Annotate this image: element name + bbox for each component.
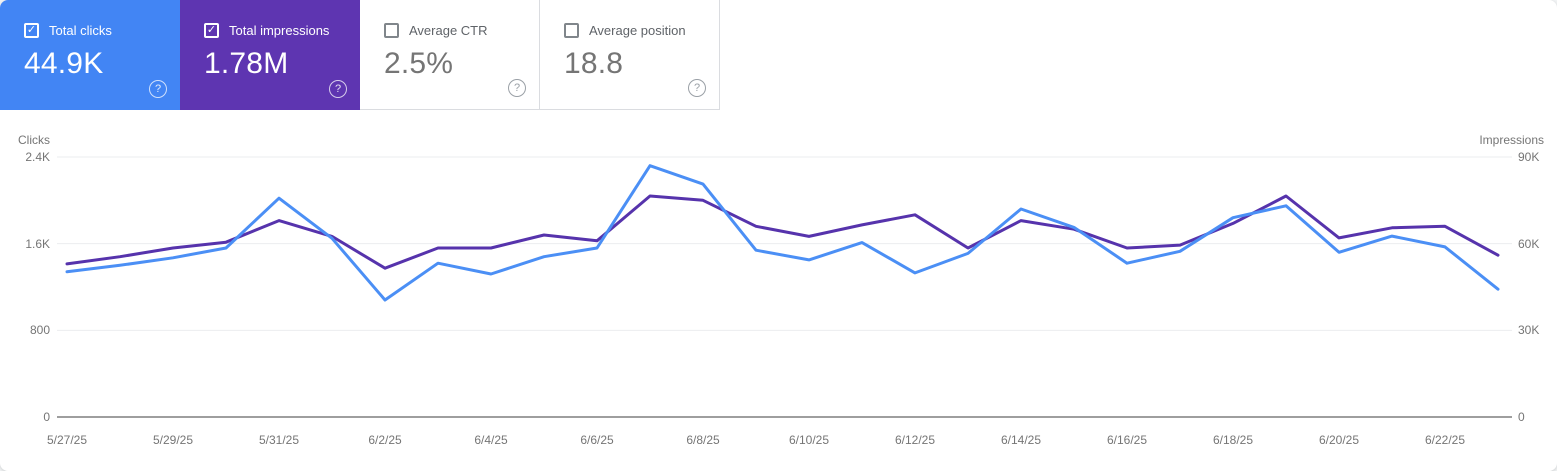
clicks-line-series bbox=[65, 164, 1500, 302]
metric-card-average-ctr[interactable]: ✓ Average CTR 2.5% ? bbox=[360, 0, 540, 110]
y-axis-tick-left: 2.4K bbox=[25, 150, 50, 164]
x-axis-label: 6/16/25 bbox=[1106, 433, 1148, 447]
card-label: Total clicks bbox=[49, 23, 112, 38]
x-axis-label: 6/8/25 bbox=[686, 433, 720, 447]
y-axis-tick-right: 60K bbox=[1518, 236, 1540, 251]
card-label: Average CTR bbox=[409, 23, 488, 38]
checkmark-icon: ✓ bbox=[206, 24, 217, 36]
left-axis-title: Clicks bbox=[18, 133, 50, 147]
checkbox-total-impressions[interactable]: ✓ bbox=[204, 23, 219, 38]
y-axis-tick-right: 90K bbox=[1518, 150, 1540, 164]
total-clicks-value: 44.9K bbox=[24, 47, 104, 80]
metric-card-average-position[interactable]: ✓ Average position 18.8 ? bbox=[540, 0, 720, 110]
y-axis-tick-left: 1.6K bbox=[25, 236, 50, 251]
x-axis-label: 6/10/25 bbox=[788, 433, 830, 447]
x-axis-label: 6/4/25 bbox=[474, 433, 508, 447]
card-head: ✓ Total impressions bbox=[180, 0, 360, 38]
x-axis-label: 6/14/25 bbox=[1000, 433, 1042, 447]
card-head: ✓ Total clicks bbox=[0, 0, 180, 38]
x-axis-label: 5/27/25 bbox=[46, 433, 88, 447]
checkbox-average-position[interactable]: ✓ bbox=[564, 23, 579, 38]
impressions-line-series bbox=[65, 194, 1500, 270]
performance-chart: Clicks Impressions 0 0 800 30K 1.6K 60K 2.4K 90… bbox=[0, 110, 1557, 471]
right-axis-title: Impressions bbox=[1479, 133, 1544, 147]
metric-card-total-clicks[interactable]: ✓ Total clicks 44.9K ? bbox=[0, 0, 180, 110]
card-label: Average position bbox=[589, 23, 686, 38]
chart-canvas bbox=[57, 156, 1512, 418]
x-axis-label: 6/18/25 bbox=[1212, 433, 1254, 447]
checkbox-total-clicks[interactable]: ✓ bbox=[24, 23, 39, 38]
x-axis-label: 6/12/25 bbox=[894, 433, 936, 447]
card-label: Total impressions bbox=[229, 23, 330, 38]
x-axis-label: 6/6/25 bbox=[580, 433, 614, 447]
x-axis-label: 6/22/25 bbox=[1424, 433, 1466, 447]
y-axis-tick-left: 800 bbox=[29, 323, 50, 338]
help-icon[interactable]: ? bbox=[149, 80, 167, 98]
help-icon[interactable]: ? bbox=[329, 80, 347, 98]
y-axis-tick-left: 0 bbox=[43, 410, 50, 424]
metric-card-total-impressions[interactable]: ✓ Total impressions 1.78M ? bbox=[180, 0, 360, 110]
card-head: ✓ Average position bbox=[540, 0, 719, 38]
x-axis-label: 6/20/25 bbox=[1318, 433, 1360, 447]
y-axis-tick-right: 0 bbox=[1518, 410, 1525, 424]
help-icon[interactable]: ? bbox=[688, 79, 706, 97]
x-axis-label: 5/29/25 bbox=[152, 433, 194, 447]
x-axis-label: 6/2/25 bbox=[368, 433, 402, 447]
card-head: ✓ Average CTR bbox=[360, 0, 539, 38]
average-position-value: 18.8 bbox=[564, 47, 624, 80]
total-impressions-value: 1.78M bbox=[204, 47, 289, 80]
average-ctr-value: 2.5% bbox=[384, 47, 454, 80]
y-axis-tick-right: 30K bbox=[1518, 323, 1540, 338]
help-icon[interactable]: ? bbox=[508, 79, 526, 97]
metric-cards-row: ✓ Total clicks 44.9K ? ✓ Total impressio… bbox=[0, 0, 720, 110]
checkmark-icon: ✓ bbox=[26, 24, 37, 36]
x-axis-label: 5/31/25 bbox=[258, 433, 300, 447]
checkbox-average-ctr[interactable]: ✓ bbox=[384, 23, 399, 38]
